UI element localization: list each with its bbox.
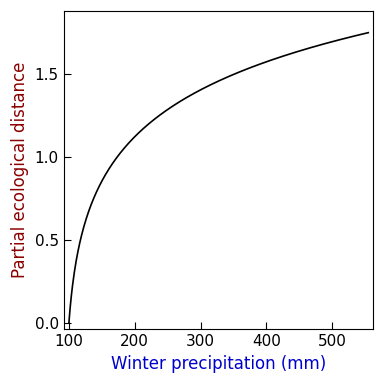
X-axis label: Winter precipitation (mm): Winter precipitation (mm) — [111, 355, 326, 373]
Y-axis label: Partial ecological distance: Partial ecological distance — [11, 62, 29, 278]
